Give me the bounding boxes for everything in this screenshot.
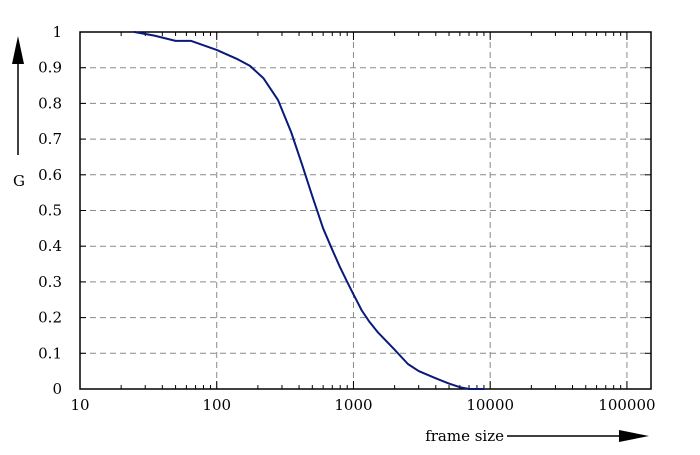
x-axis-label: frame size [425,427,504,445]
plot-frame [79,31,652,390]
y-tick-labels: 0 0.1 0.2 0.3 0.4 0.5 0.6 0.7 0.8 0.9 1 [38,23,62,398]
x-tick-label: 100 [202,396,231,414]
y-tick-label: 0.3 [38,273,62,291]
series-line [133,31,485,390]
x-tick-label: 10 [70,396,89,414]
grid [80,32,651,389]
y-tick-label: 0.1 [38,344,62,362]
x-tick-label: 100000 [598,396,655,414]
x-tick-label: 1000 [334,396,372,414]
y-tick-label: 1 [52,23,62,41]
y-tick-label: 0 [52,380,62,398]
x-axis-arrow-head-icon [619,430,649,442]
y-tick-label: 0.6 [38,166,62,184]
y-tick-label: 0.7 [38,130,62,148]
y-tick-label: 0.5 [38,202,62,220]
y-tick-label: 0.8 [38,94,62,112]
y-tick-label: 0.9 [38,59,62,77]
x-tick-labels: 10 100 1000 10000 100000 [70,396,655,414]
y-tick-label: 0.2 [38,309,62,327]
y-tick-label: 0.4 [38,237,62,255]
x-tick-label: 10000 [466,396,514,414]
series-layer [133,31,485,390]
y-axis-arrow-head-icon [12,36,24,64]
y-axis-label: G [13,172,25,190]
